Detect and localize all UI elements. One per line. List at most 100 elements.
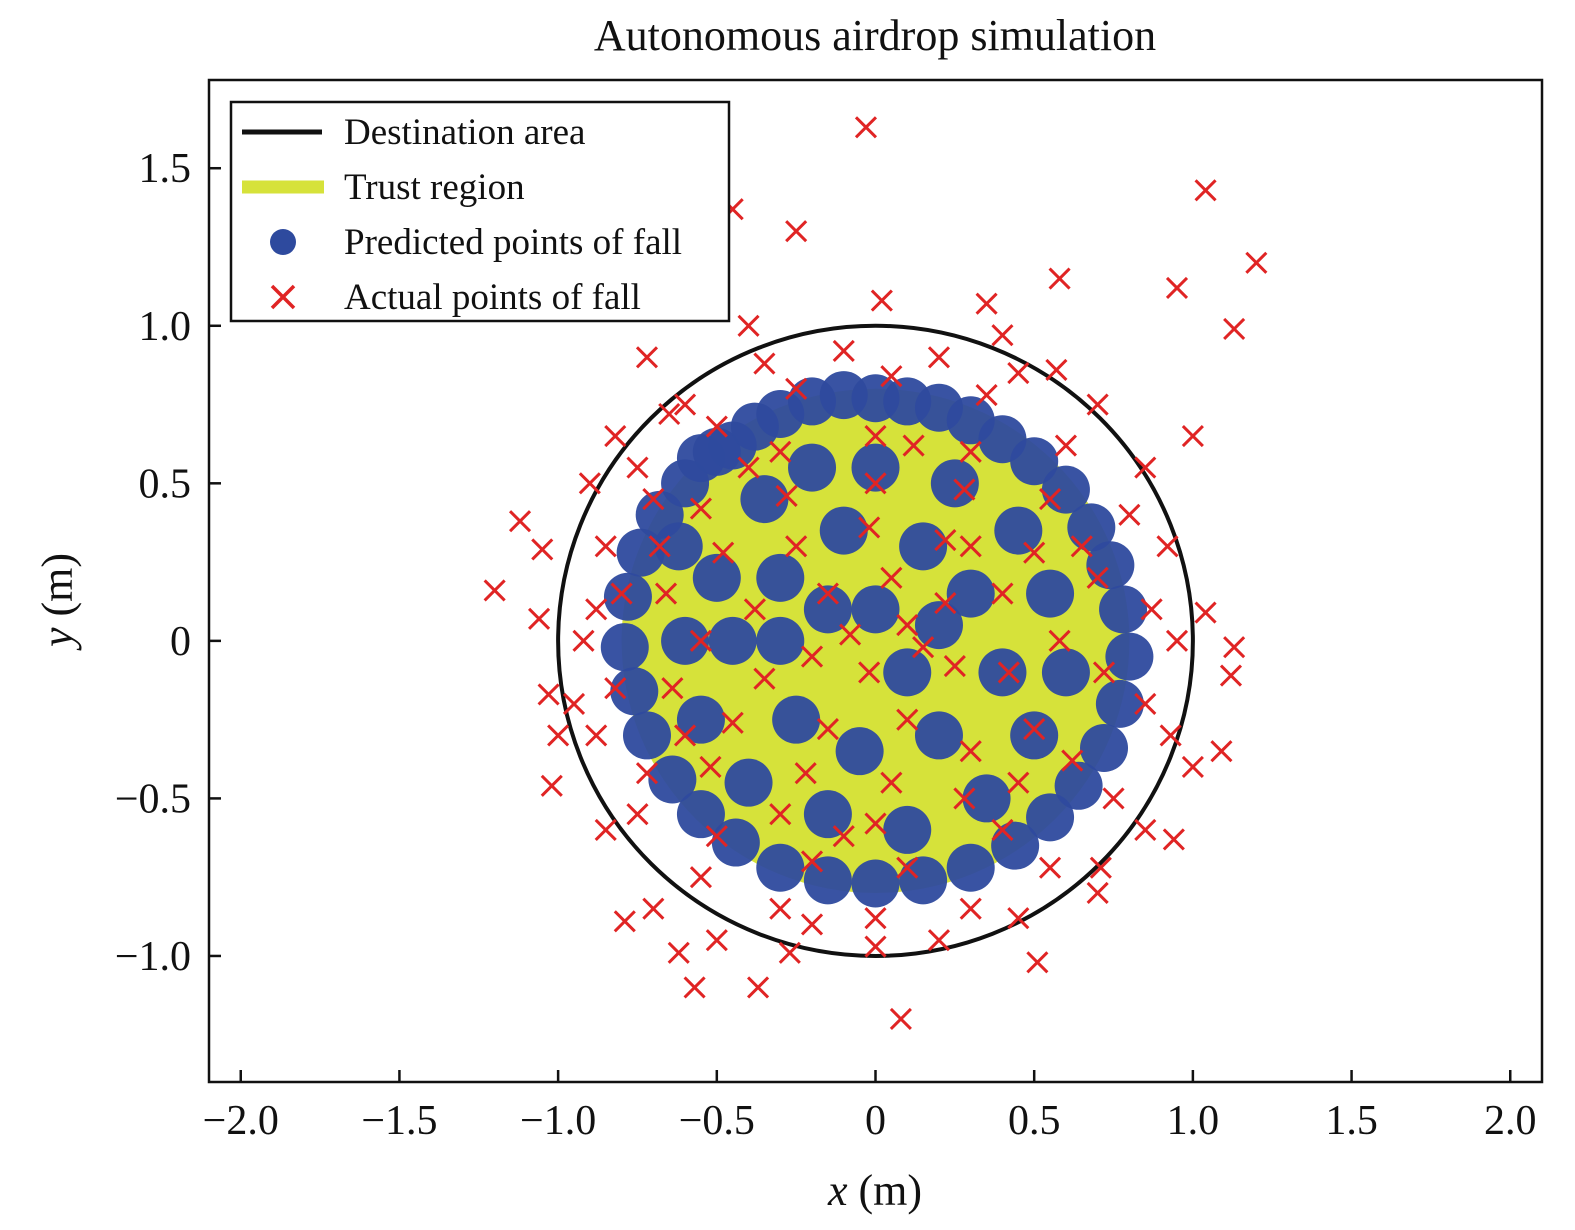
actual-point	[1118, 503, 1141, 526]
actual-point	[1054, 434, 1077, 457]
actual-point	[785, 535, 808, 558]
x-axis-label: x (m)	[827, 1166, 922, 1215]
actual-point	[1162, 828, 1185, 851]
actual-point	[896, 708, 919, 731]
predicted-point	[899, 856, 948, 905]
actual-point	[1061, 749, 1084, 772]
actual-point	[604, 424, 627, 448]
actual-point	[1194, 179, 1217, 202]
y-axis-label: y (m)	[33, 553, 82, 651]
actual-point	[705, 825, 728, 848]
actual-point	[537, 683, 560, 706]
predicted-point	[1010, 711, 1059, 760]
actual-point	[1086, 566, 1109, 589]
legend-swatch-predicted-points	[270, 229, 296, 255]
actual-point	[635, 346, 659, 369]
actual-point	[604, 677, 627, 700]
actual-point	[997, 661, 1020, 684]
y-tick-label: −0.5	[115, 776, 191, 822]
actual-point	[769, 803, 792, 826]
predicted-point	[756, 616, 805, 665]
y-tick-label: 1.0	[139, 304, 192, 350]
actual-point	[943, 655, 966, 678]
predicted-point	[946, 843, 995, 892]
predicted-point	[1026, 569, 1075, 618]
actual-point	[864, 935, 887, 958]
predicted-point	[1054, 761, 1103, 810]
actual-point	[1134, 818, 1157, 841]
predicted-point	[1099, 585, 1148, 634]
actual-point	[854, 116, 878, 139]
actual-point	[594, 818, 617, 841]
actual-point	[594, 535, 617, 558]
x-tick-label: 1.5	[1325, 1098, 1378, 1144]
actual-point	[816, 718, 839, 741]
actual-point	[832, 825, 855, 848]
actual-point	[864, 907, 887, 930]
predicted-point	[654, 522, 703, 571]
actual-point	[747, 976, 770, 999]
predicted-point	[756, 843, 805, 892]
actual-point	[753, 352, 776, 375]
predicted-point	[803, 856, 852, 905]
actual-point	[927, 346, 951, 369]
actual-point	[1165, 629, 1189, 652]
actual-point	[991, 324, 1014, 347]
actual-point	[880, 566, 903, 589]
actual-point	[800, 913, 824, 936]
y-tick-label: 0.5	[139, 461, 192, 507]
legend-label-trust-region: Trust region	[344, 167, 525, 208]
y-tick-label: −1.0	[115, 934, 191, 980]
actual-point	[689, 629, 713, 652]
predicted-point	[740, 475, 789, 524]
predicted-point	[708, 616, 757, 665]
actual-point	[683, 976, 706, 999]
actual-point	[540, 774, 563, 797]
actual-point	[1048, 629, 1071, 652]
actual-point	[934, 591, 957, 615]
actual-point	[839, 623, 862, 646]
actual-point	[1159, 724, 1182, 747]
axis-ticks: −2.0 −1.5 −1.0 −0.5 0 0.5 1.0 1.5 2.0 −1.0 −0.5 0 0.…	[115, 146, 1537, 1144]
x-tick-label: 2.0	[1484, 1098, 1537, 1144]
predicted-point	[930, 459, 979, 508]
x-tick-label: −2.0	[203, 1098, 279, 1144]
predicted-point	[819, 506, 868, 555]
actual-point	[1165, 276, 1189, 300]
predicted-point	[835, 727, 884, 776]
actual-point	[648, 535, 671, 558]
actual-point	[902, 434, 925, 457]
actual-point	[1210, 740, 1233, 763]
predicted-point	[914, 601, 963, 650]
actual-point	[658, 402, 681, 426]
predicted-point	[676, 790, 725, 839]
actual-point	[959, 897, 982, 920]
legend-label-actual-points: Actual points of fall	[344, 277, 641, 318]
y-tick-label: 1.5	[139, 146, 192, 192]
y-tick-label: 0	[170, 619, 191, 665]
actual-point	[1102, 787, 1125, 810]
plot-area	[483, 116, 1268, 1031]
actual-point	[705, 415, 728, 438]
actual-point	[991, 582, 1014, 605]
actual-point	[778, 941, 801, 964]
actual-point	[889, 1007, 912, 1031]
actual-point	[959, 535, 982, 558]
actual-point	[667, 941, 690, 964]
actual-point	[775, 484, 798, 507]
actual-point	[578, 472, 601, 495]
actual-point	[912, 636, 935, 659]
actual-point	[800, 850, 824, 873]
actual-point	[712, 541, 735, 564]
actual-point	[737, 314, 760, 337]
actual-point	[880, 365, 903, 388]
actual-point	[991, 818, 1014, 841]
actual-point	[508, 510, 532, 533]
actual-point	[743, 598, 766, 621]
predicted-point	[1095, 679, 1144, 728]
predicted-point	[803, 790, 852, 839]
actual-point	[1223, 636, 1246, 659]
actual-point	[864, 812, 887, 835]
actual-point	[1048, 267, 1071, 290]
actual-point	[975, 384, 998, 407]
